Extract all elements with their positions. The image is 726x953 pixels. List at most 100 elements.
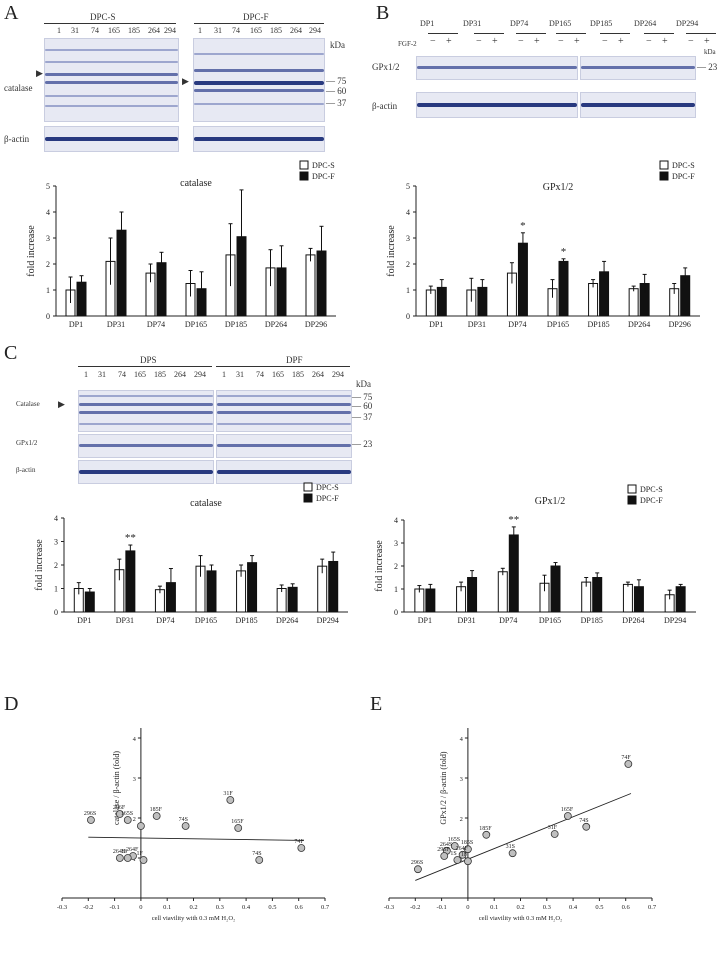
bar (497, 571, 508, 613)
significance-marker: ** (508, 514, 519, 526)
treatment-line (686, 33, 716, 34)
treatment-signs: − + − + − + − + − + − + − + (428, 33, 716, 48)
y-tick-label: 1 (460, 856, 463, 863)
lane-label: DP185 (590, 19, 613, 28)
lane-label: DP1 (420, 19, 435, 28)
panel-letter-e: E (370, 693, 383, 715)
point-label: 165F (231, 819, 244, 825)
lane-label: 264 (148, 26, 160, 35)
group-label-dps: DPS (140, 355, 157, 365)
y-axis-label: GPx1/2 / β-actin (fold) (439, 751, 448, 825)
y-tick-label: 4 (460, 736, 464, 743)
blot-a-actin-f (193, 126, 325, 152)
marker-value: 37 (363, 412, 373, 422)
data-point (508, 849, 517, 858)
marker-value: 60 (337, 86, 347, 96)
x-tick-label: 0.4 (569, 904, 578, 911)
lane-label: 185 (128, 26, 140, 35)
y-tick-label: 3 (54, 538, 58, 547)
regression-line (415, 793, 632, 881)
bar (588, 283, 599, 317)
point-label: 165S (121, 811, 133, 817)
legend-swatch (659, 171, 669, 181)
blot-b-actin-2 (580, 92, 696, 118)
y-tick-label: 4 (394, 516, 398, 525)
row-label-actin-a: β-actin (4, 134, 30, 144)
panel-letter-c: C (4, 342, 18, 364)
x-tick-label: -0.1 (436, 904, 446, 911)
x-tick-label: DP294 (317, 616, 339, 625)
x-tick-label: DP31 (107, 320, 125, 329)
bar (305, 254, 316, 317)
treatment-sign: − (476, 36, 482, 47)
x-tick-label: -0.2 (410, 904, 420, 911)
lane-label: 74 (118, 370, 126, 379)
chart-title: GPx1/2 (535, 496, 566, 507)
marker-value: 60 (363, 401, 373, 411)
data-point (582, 822, 591, 831)
arrow-a-mid: ▶ (182, 76, 189, 86)
bar (206, 570, 217, 613)
x-tick-label: DP264 (628, 320, 650, 329)
row-label-actin-c: β-actin (16, 466, 36, 474)
legend-swatch (627, 484, 637, 494)
legend-label: DPC-S (672, 161, 695, 170)
data-point (181, 822, 190, 830)
marker-60: — 60 (326, 86, 347, 96)
lane-label: DP74 (510, 19, 529, 28)
x-tick-label: DP31 (468, 320, 486, 329)
treatment-sign: + (492, 36, 498, 47)
x-tick-label: DP185 (581, 616, 603, 625)
bar (287, 586, 298, 613)
x-tick-label: DP296 (305, 320, 327, 329)
blot-c-gpx-f (216, 434, 352, 458)
y-tick-label: 2 (46, 260, 50, 269)
data-point (115, 810, 124, 818)
point-label: 1S (121, 849, 127, 855)
point-label: 31F (548, 825, 558, 831)
x-tick-label: 0.5 (268, 904, 276, 911)
y-tick-label: 5 (406, 182, 410, 191)
x-tick-label: DP74 (508, 320, 526, 329)
row-label-actin-b: β-actin (372, 101, 398, 111)
marker-value: 75 (363, 392, 373, 402)
legend-label: DPC-S (312, 161, 335, 170)
data-point (458, 850, 467, 859)
lane-label: 165 (134, 370, 146, 379)
y-tick-label: 2 (54, 561, 58, 570)
x-tick-label: 0.6 (295, 904, 304, 911)
data-point (123, 854, 132, 862)
lane-label: 165 (108, 26, 120, 35)
treatment-sign: − (558, 36, 564, 47)
point-label: 1F (461, 852, 468, 858)
point-label: 296S (411, 860, 423, 866)
lane-label: 74 (232, 26, 240, 35)
y-axis-label: fold increase (374, 540, 385, 592)
point-label: 74F (621, 755, 631, 761)
treatment-sign: − (518, 36, 524, 47)
data-point (226, 796, 235, 804)
data-point (87, 816, 95, 824)
data-point (450, 842, 459, 850)
bar (517, 242, 528, 317)
legend-label: DPC-F (316, 494, 339, 503)
treatment-line (474, 33, 504, 34)
y-tick-label: 4 (46, 208, 50, 217)
y-axis-label: fold increase (386, 225, 397, 277)
legend-swatch (627, 495, 637, 505)
point-label: 296F (113, 805, 126, 811)
y-tick-label: 2 (406, 260, 410, 269)
bar (125, 550, 136, 613)
point-label: 74S (179, 817, 188, 823)
treatment-line (556, 33, 586, 34)
row-label-gpx-b: GPx1/2 (372, 62, 400, 72)
point-label: 1F (137, 851, 144, 857)
legend-label: DPC-F (312, 172, 335, 181)
x-tick-label: DP74 (147, 320, 165, 329)
blot-a-actin-s (44, 126, 179, 152)
lane-label: DP264 (634, 19, 657, 28)
significance-marker: * (561, 246, 567, 258)
point-label: 264S (440, 842, 452, 848)
x-tick-label: DP185 (235, 616, 257, 625)
x-tick-label: DP296 (669, 320, 691, 329)
